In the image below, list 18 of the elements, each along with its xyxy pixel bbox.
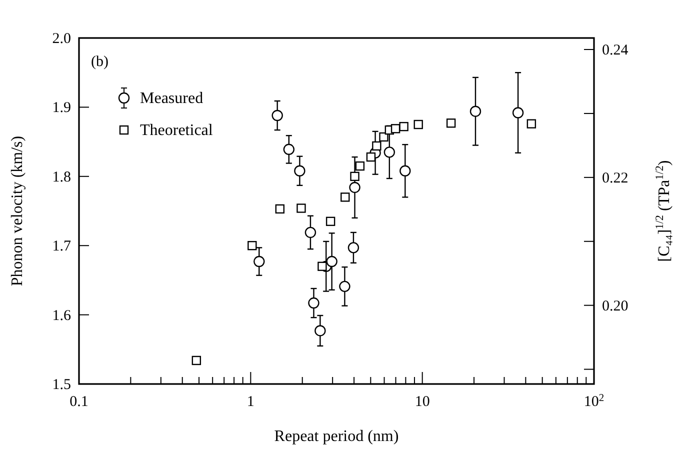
legend-label: Theoretical bbox=[140, 122, 214, 139]
y-tick-label: 1.7 bbox=[52, 238, 72, 255]
x-tick-label: 10 bbox=[414, 394, 430, 410]
y-tick-label: 1.8 bbox=[52, 169, 71, 186]
x-tick-label: 10$^{2}$ bbox=[584, 392, 604, 410]
x-tick-label: 0.1 bbox=[70, 394, 88, 410]
y2-tick-label: 0.20 bbox=[602, 298, 628, 314]
y2-tick-label: 0.24 bbox=[602, 42, 629, 59]
y2-tick-label: 0.22 bbox=[602, 170, 628, 186]
x-tick-label: 1 bbox=[246, 394, 254, 410]
y-tick-label: 1.9 bbox=[52, 100, 71, 116]
x-axis-title: Repeat period (nm) bbox=[274, 428, 399, 445]
legend-label: Measured bbox=[140, 90, 204, 107]
y-tick-label: 1.6 bbox=[52, 308, 72, 324]
y-tick-label: 1.5 bbox=[52, 377, 71, 393]
annotation: (b) bbox=[91, 54, 108, 70]
y-tick-label: 2.0 bbox=[52, 31, 71, 47]
y-axis-title: Phonon velocity (km/s) bbox=[9, 136, 26, 286]
